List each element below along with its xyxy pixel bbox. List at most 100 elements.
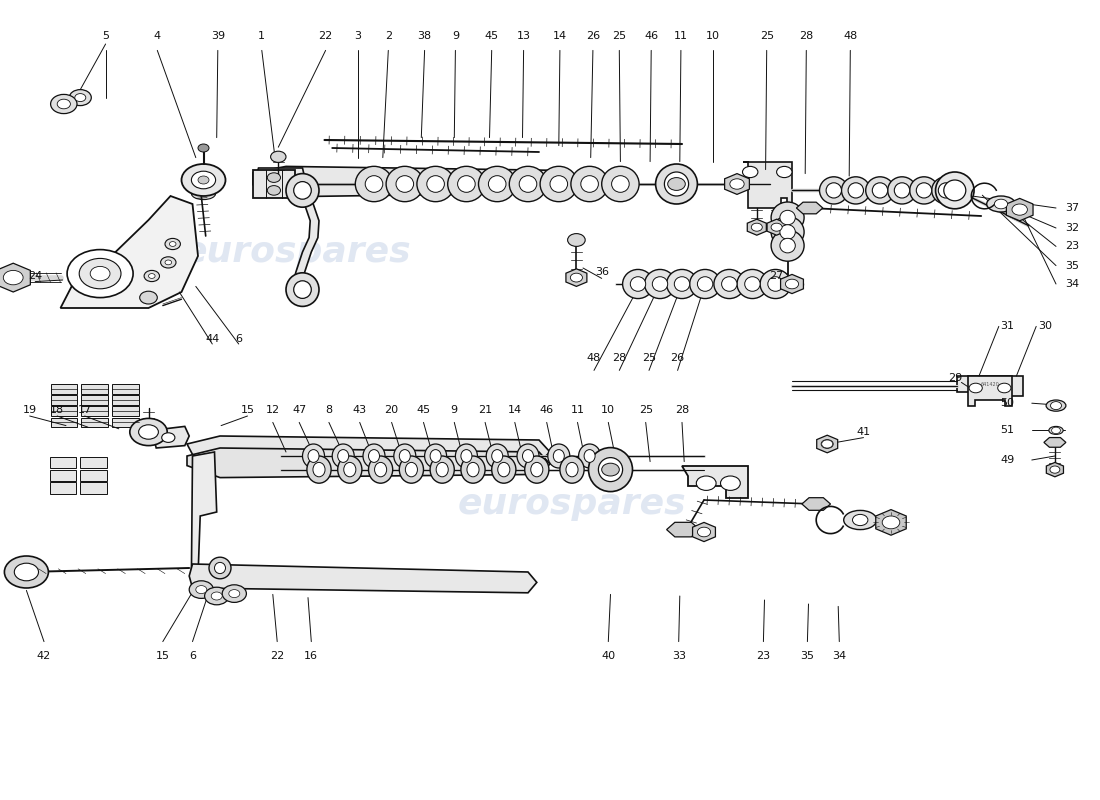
Ellipse shape — [820, 177, 848, 204]
Text: 2: 2 — [385, 31, 392, 41]
Ellipse shape — [492, 450, 503, 462]
Circle shape — [969, 383, 982, 393]
Ellipse shape — [427, 176, 444, 192]
Bar — [51, 418, 77, 427]
Ellipse shape — [623, 270, 653, 298]
Circle shape — [742, 166, 758, 178]
Circle shape — [822, 440, 833, 448]
Circle shape — [51, 94, 77, 114]
Bar — [112, 395, 139, 405]
Text: 13: 13 — [517, 31, 530, 41]
Ellipse shape — [302, 444, 324, 468]
Circle shape — [191, 171, 216, 189]
Circle shape — [165, 260, 172, 265]
Ellipse shape — [519, 176, 537, 192]
Ellipse shape — [848, 182, 864, 198]
Ellipse shape — [214, 562, 225, 574]
Text: 9: 9 — [451, 406, 458, 415]
Ellipse shape — [307, 456, 331, 483]
Bar — [81, 418, 108, 427]
Ellipse shape — [697, 277, 713, 291]
Bar — [112, 406, 139, 416]
Ellipse shape — [363, 444, 385, 468]
Text: 23: 23 — [757, 651, 770, 661]
Text: 14: 14 — [553, 31, 566, 41]
Circle shape — [821, 440, 834, 448]
Polygon shape — [957, 376, 1023, 396]
Circle shape — [720, 476, 740, 490]
Circle shape — [198, 176, 209, 184]
Polygon shape — [693, 522, 715, 542]
Ellipse shape — [598, 458, 623, 482]
Polygon shape — [725, 174, 749, 194]
Circle shape — [3, 270, 23, 285]
Bar — [80, 457, 107, 468]
Text: 17: 17 — [78, 406, 91, 415]
Ellipse shape — [584, 450, 595, 462]
Circle shape — [189, 581, 213, 598]
Bar — [112, 418, 139, 427]
Ellipse shape — [458, 176, 475, 192]
Bar — [50, 482, 76, 494]
Ellipse shape — [645, 270, 675, 298]
Text: 42: 42 — [37, 651, 51, 661]
Ellipse shape — [497, 462, 510, 477]
Polygon shape — [292, 190, 319, 290]
Ellipse shape — [566, 462, 579, 477]
Circle shape — [75, 94, 86, 102]
Ellipse shape — [448, 166, 485, 202]
Text: 39: 39 — [211, 31, 224, 41]
Text: 31: 31 — [1001, 322, 1014, 331]
Polygon shape — [742, 162, 792, 208]
Ellipse shape — [780, 225, 795, 239]
Ellipse shape — [455, 444, 477, 468]
Text: 27: 27 — [770, 271, 783, 281]
Text: 6: 6 — [189, 651, 196, 661]
Text: 25: 25 — [613, 31, 626, 41]
Text: 11: 11 — [571, 406, 584, 415]
Polygon shape — [565, 269, 587, 286]
Polygon shape — [255, 168, 306, 196]
Ellipse shape — [525, 456, 549, 483]
Circle shape — [229, 590, 240, 598]
Circle shape — [144, 270, 159, 282]
Ellipse shape — [436, 462, 449, 477]
Text: 51: 51 — [1001, 426, 1014, 435]
Polygon shape — [187, 448, 550, 478]
Ellipse shape — [560, 456, 584, 483]
Ellipse shape — [826, 182, 842, 198]
Ellipse shape — [461, 456, 485, 483]
Circle shape — [161, 257, 176, 268]
Bar — [80, 482, 107, 494]
Ellipse shape — [417, 166, 454, 202]
Text: 10: 10 — [706, 31, 719, 41]
Ellipse shape — [872, 182, 888, 198]
Circle shape — [602, 463, 619, 476]
Text: 22: 22 — [319, 31, 332, 41]
Polygon shape — [60, 196, 198, 308]
Ellipse shape — [461, 450, 472, 462]
Polygon shape — [667, 522, 700, 537]
Text: 15: 15 — [156, 651, 169, 661]
Circle shape — [148, 274, 155, 278]
Polygon shape — [191, 452, 217, 576]
Polygon shape — [1046, 462, 1064, 477]
Bar — [80, 470, 107, 481]
Polygon shape — [189, 564, 537, 593]
Text: 21: 21 — [478, 406, 492, 415]
Polygon shape — [682, 466, 748, 498]
Ellipse shape — [308, 450, 319, 462]
Text: 14: 14 — [508, 406, 521, 415]
Circle shape — [165, 238, 180, 250]
Text: 26: 26 — [586, 31, 600, 41]
Text: 26: 26 — [671, 354, 684, 363]
Ellipse shape — [488, 176, 506, 192]
Ellipse shape — [714, 270, 745, 298]
Ellipse shape — [548, 444, 570, 468]
Polygon shape — [253, 170, 295, 198]
Ellipse shape — [286, 273, 319, 306]
Text: 10: 10 — [602, 406, 615, 415]
Ellipse shape — [338, 456, 362, 483]
Ellipse shape — [492, 456, 516, 483]
Text: 25: 25 — [760, 31, 773, 41]
